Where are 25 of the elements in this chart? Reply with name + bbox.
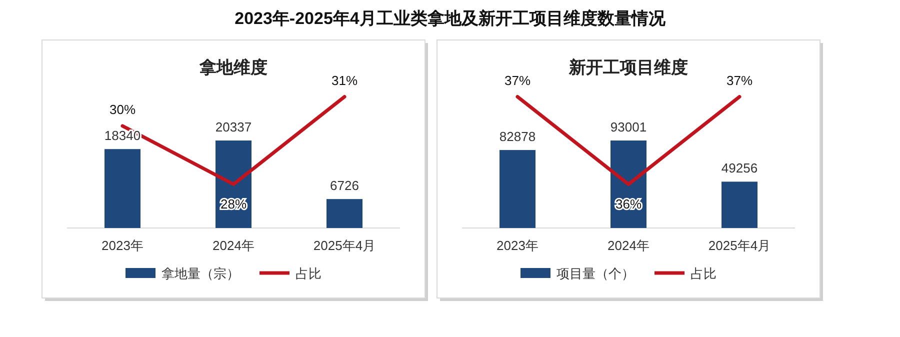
x-tick-label: 2024年 <box>608 238 650 253</box>
data-label: 6726 <box>330 178 359 194</box>
data-label: 30% <box>109 102 136 117</box>
data-label: 36% <box>615 196 642 212</box>
data-label: 18340 <box>104 128 141 144</box>
legend-label: 项目量（个） <box>556 266 634 281</box>
x-tick-label: 2023年 <box>496 238 538 253</box>
data-label: 31% <box>331 72 358 88</box>
x-tick-label: 2023年 <box>102 238 144 253</box>
data-label: 93001 <box>610 120 647 134</box>
x-tick-label: 2025年4月 <box>313 238 376 253</box>
chart-title: 拿地维度 <box>198 58 268 77</box>
data-label: 37% <box>504 72 531 88</box>
data-label: 82878 <box>499 129 536 144</box>
chart-title: 新开工项目维度 <box>568 58 688 77</box>
legend-label: 拿地量（宗） <box>162 266 240 281</box>
legend-label: 占比 <box>690 266 716 281</box>
data-label: 49256 <box>721 160 758 176</box>
x-tick-label: 2024年 <box>212 238 254 253</box>
data-label: 37% <box>726 72 753 88</box>
data-label: 20337 <box>215 120 252 134</box>
x-tick-label: 2025年4月 <box>708 238 771 253</box>
text: 2023年-2025年4月工业类拿地及新开工项目维度数量情况 <box>234 9 666 28</box>
legend-label: 占比 <box>296 266 322 281</box>
data-label: 28% <box>220 196 247 212</box>
